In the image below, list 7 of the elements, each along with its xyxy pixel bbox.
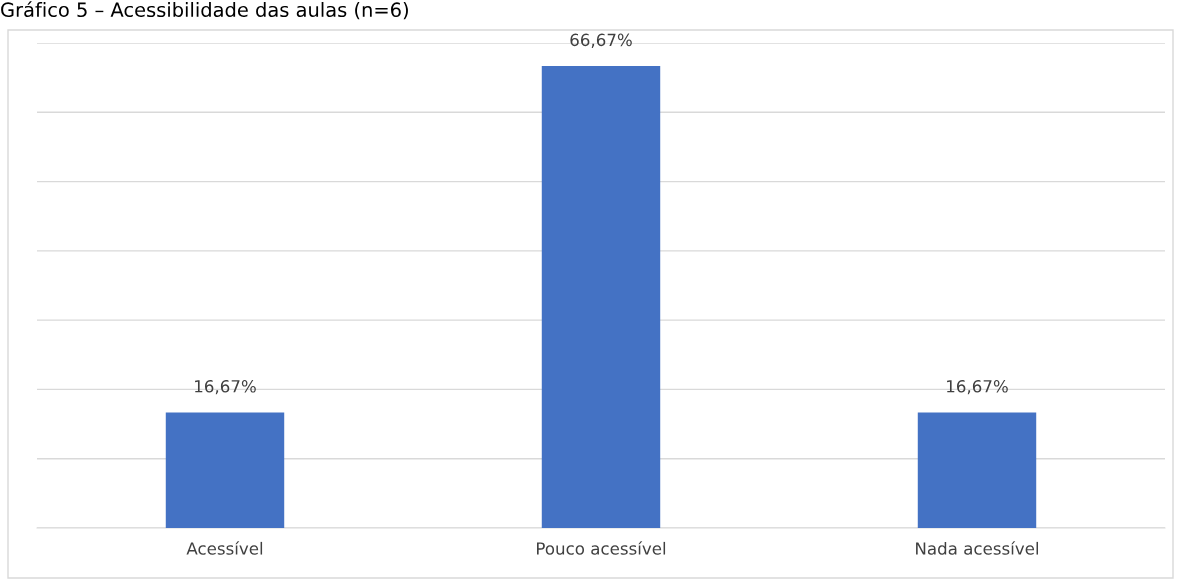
x-tick-label: Acessível	[186, 541, 263, 555]
x-tick-label: Pouco acessível	[537, 541, 666, 555]
chart-title: Gráfico 5 – Acessibilidade das aulas (n=6)	[1, 1, 408, 20]
data-label: 16,67%	[947, 380, 1008, 395]
data-label: 66,67%	[570, 33, 632, 48]
x-tick-label: Nada acessível	[916, 541, 1039, 555]
data-label: 16,67%	[195, 380, 256, 395]
